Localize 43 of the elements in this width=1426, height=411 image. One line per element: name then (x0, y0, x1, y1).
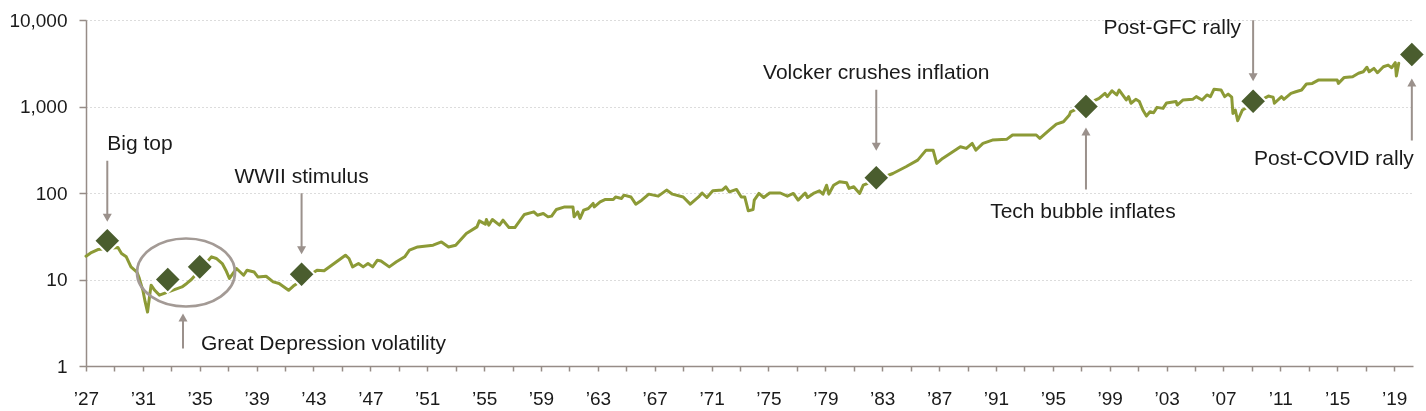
x-tick-label: ’99 (1097, 387, 1123, 409)
x-tick-label: ’79 (813, 387, 839, 409)
x-tick-label: ’15 (1325, 387, 1351, 409)
y-tick-label: 1 (56, 355, 68, 377)
y-tick-label: 100 (35, 182, 68, 204)
annotation: Post-COVID rally (1253, 146, 1415, 170)
x-tick-label: ’95 (1040, 387, 1067, 409)
x-tick-label: ’47 (358, 387, 384, 409)
x-tick-label: ’03 (1154, 387, 1180, 409)
x-tick-label: ’43 (301, 387, 327, 409)
x-tick-label: ’39 (244, 387, 270, 409)
x-tick-label: ’59 (528, 387, 555, 409)
annotation: Volcker crushes inflation (763, 59, 990, 83)
x-tick-label: ’19 (1381, 387, 1408, 409)
x-tick-label: ’07 (1211, 387, 1237, 409)
x-tick-label: ’31 (130, 387, 157, 409)
x-tick-label: ’55 (471, 387, 498, 409)
x-tick-label: ’91 (983, 387, 1010, 409)
x-tick-label: ’51 (415, 387, 441, 409)
point (287, 260, 316, 289)
x-tick-label: ’11 (1268, 387, 1293, 409)
y-tick-label: 1,000 (19, 96, 68, 117)
annotation: Post-GFC rally (1103, 15, 1242, 39)
annotation: WWII stimulus (234, 164, 369, 188)
point (1238, 87, 1268, 116)
x-tick-label: ’83 (870, 387, 896, 409)
point (153, 265, 182, 294)
x-tick-label: ’63 (585, 387, 612, 409)
point (1071, 92, 1101, 121)
y-tick-label: 10,000 (9, 9, 68, 31)
y-tick-label: 10 (46, 269, 68, 290)
x-tick-label: ’71 (699, 387, 725, 409)
annotation: Great Depression volatility (201, 330, 447, 354)
x-tick-label: ’87 (926, 387, 953, 409)
x-tick-label: ’67 (642, 387, 668, 409)
x-tick-label: ’75 (756, 387, 782, 409)
x-tick-label: ’35 (187, 387, 213, 409)
annotation: Tech bubble inflates (990, 198, 1176, 222)
x-tick-label: ’27 (73, 387, 100, 409)
point (862, 163, 891, 192)
point (93, 226, 122, 256)
annotation: Big top (107, 130, 173, 154)
point (1397, 40, 1426, 69)
